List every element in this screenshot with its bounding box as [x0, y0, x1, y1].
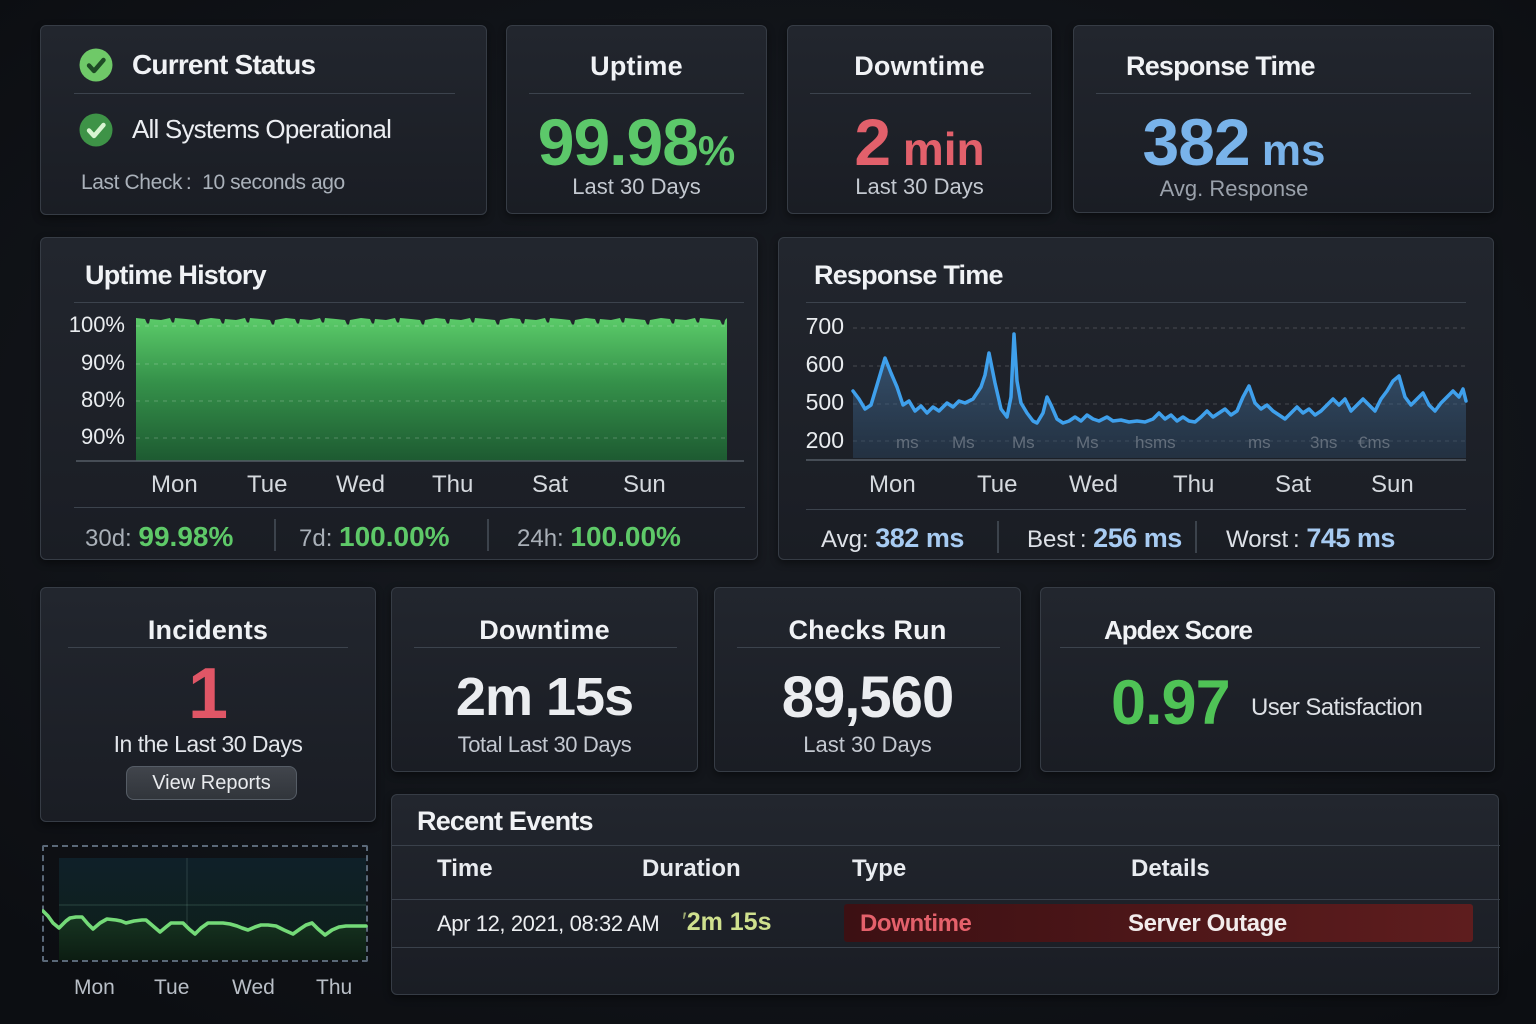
svg-text:Ms: Ms: [1076, 433, 1099, 452]
svg-text:hsms: hsms: [1135, 433, 1176, 452]
svg-text:Ms: Ms: [1012, 433, 1035, 452]
svg-text:€ms: €ms: [1358, 433, 1390, 452]
svg-text:ms: ms: [1248, 433, 1271, 452]
svg-text:ms: ms: [896, 433, 919, 452]
svg-text:3ns: 3ns: [1310, 433, 1337, 452]
svg-text:Ms: Ms: [952, 433, 975, 452]
